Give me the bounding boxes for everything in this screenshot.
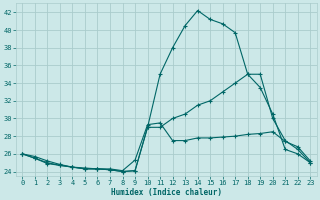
X-axis label: Humidex (Indice chaleur): Humidex (Indice chaleur) [111, 188, 222, 197]
